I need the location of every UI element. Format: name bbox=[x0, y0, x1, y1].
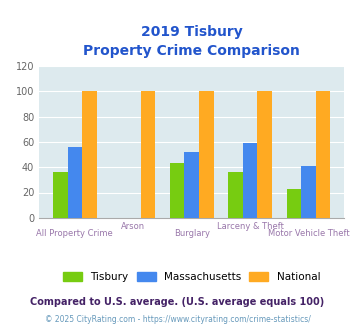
Bar bbox=[82, 91, 97, 218]
Bar bbox=[53, 172, 67, 218]
Bar bbox=[286, 189, 301, 218]
Bar bbox=[228, 172, 243, 218]
Text: Compared to U.S. average. (U.S. average equals 100): Compared to U.S. average. (U.S. average … bbox=[31, 297, 324, 307]
Bar bbox=[257, 91, 272, 218]
Text: Larceny & Theft: Larceny & Theft bbox=[217, 222, 284, 231]
Text: Arson: Arson bbox=[121, 222, 145, 231]
Text: Motor Vehicle Theft: Motor Vehicle Theft bbox=[268, 229, 349, 238]
Bar bbox=[141, 91, 155, 218]
Bar bbox=[301, 166, 316, 218]
Title: 2019 Tisbury
Property Crime Comparison: 2019 Tisbury Property Crime Comparison bbox=[83, 25, 300, 58]
Bar bbox=[199, 91, 214, 218]
Text: Burglary: Burglary bbox=[174, 229, 210, 238]
Text: © 2025 CityRating.com - https://www.cityrating.com/crime-statistics/: © 2025 CityRating.com - https://www.city… bbox=[45, 315, 310, 324]
Legend: Tisbury, Massachusetts, National: Tisbury, Massachusetts, National bbox=[63, 272, 320, 282]
Bar bbox=[170, 163, 184, 218]
Bar bbox=[316, 91, 331, 218]
Bar bbox=[184, 152, 199, 218]
Bar bbox=[243, 143, 257, 218]
Text: All Property Crime: All Property Crime bbox=[37, 229, 113, 238]
Bar bbox=[67, 147, 82, 218]
